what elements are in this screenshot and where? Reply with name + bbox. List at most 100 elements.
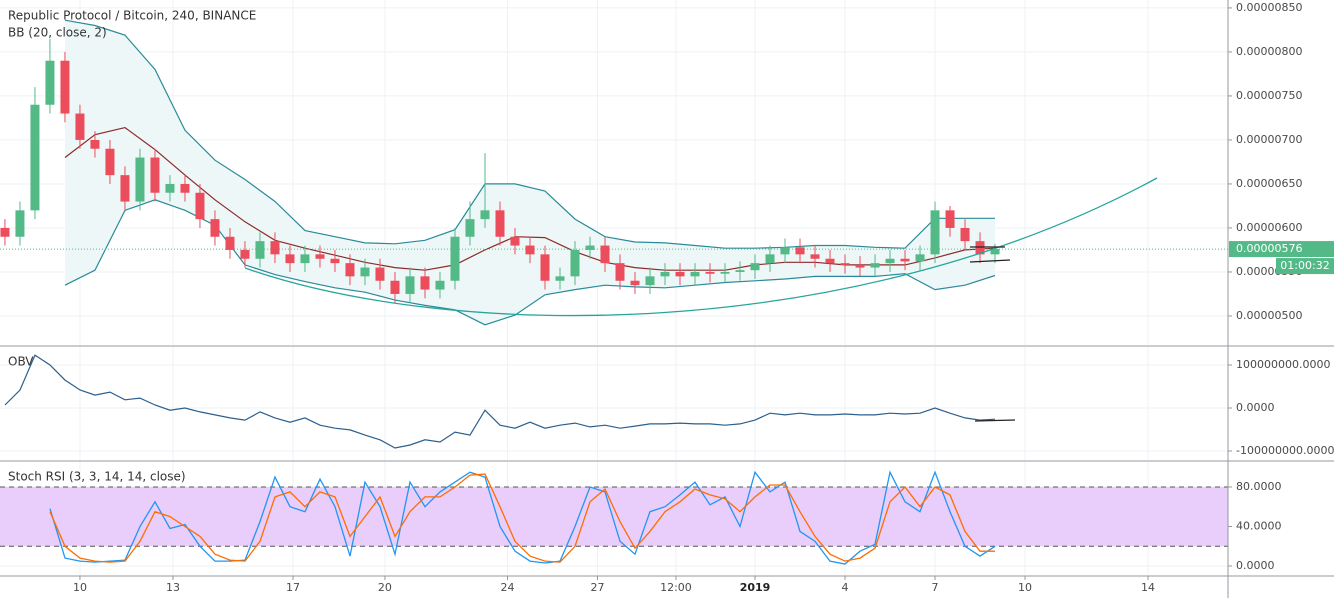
band-fill: [0, 486, 1228, 547]
candle-body: [435, 280, 445, 290]
y-tick-label: 80.0000: [1236, 480, 1282, 493]
obv-line: [4, 354, 996, 449]
candle-body: [660, 271, 670, 277]
candle-body: [795, 247, 805, 255]
candle-body: [600, 245, 610, 264]
bollinger-upper: [64, 19, 995, 249]
candle-body: [135, 157, 145, 202]
candle-body: [15, 210, 25, 237]
candle-body: [690, 271, 700, 277]
y-tick-label: 0.00000600: [1236, 221, 1302, 234]
candle-body: [60, 60, 70, 114]
candle-body: [360, 267, 370, 277]
candle-body: [75, 113, 85, 140]
y-tick-label: 0.00000850: [1236, 1, 1302, 14]
candle-body: [105, 148, 115, 176]
candle-body: [120, 175, 130, 202]
candle-body: [885, 258, 895, 264]
drawing-line: [969, 259, 1011, 263]
stoch-line: [49, 470, 996, 565]
candle-body: [525, 245, 535, 255]
y-tick-label: 0.00000750: [1236, 89, 1302, 102]
drawing-line: [974, 419, 1016, 422]
x-tick-label: 13: [166, 581, 180, 594]
candle-body: [495, 210, 505, 237]
candle-body: [300, 254, 310, 264]
candle-body: [615, 263, 625, 281]
candle-body: [375, 267, 385, 281]
candle-body: [150, 157, 160, 193]
candle-body: [555, 276, 565, 281]
candle-body: [645, 276, 655, 286]
y-tick-label: 0.0000: [1236, 401, 1275, 414]
indicator-title: BB (20, close, 2): [8, 26, 107, 40]
y-tick-label: 0.00000700: [1236, 133, 1302, 146]
candle-body: [465, 219, 475, 237]
candle-body: [825, 258, 835, 264]
candle-body: [240, 249, 250, 259]
candle-body: [705, 271, 715, 274]
candle-body: [225, 236, 235, 250]
candle-body: [840, 263, 850, 265]
stoch-line: [49, 473, 995, 563]
y-tick-label: 0.00000800: [1236, 45, 1302, 58]
chart-title: Republic Protocol / Bitcoin, 240, BINANC…: [8, 9, 256, 23]
candle-body: [510, 236, 520, 246]
candle-body: [585, 245, 595, 250]
candle-body: [255, 241, 265, 259]
y-tick-label: 0.00000500: [1236, 309, 1302, 322]
y-tick-label: 0.00000650: [1236, 177, 1302, 190]
x-tick-label: 17: [286, 581, 300, 594]
last-price-label: 0.00000576: [1236, 242, 1302, 255]
candle-body: [945, 210, 955, 228]
candle-body: [345, 263, 355, 277]
x-tick-label: 24: [500, 581, 514, 594]
x-tick-label: 14: [1141, 581, 1155, 594]
candle-body: [390, 280, 400, 294]
candle-body: [90, 139, 100, 149]
candle-body: [930, 210, 940, 255]
candle-body: [870, 263, 880, 268]
x-tick-label: 10: [1018, 581, 1032, 594]
x-tick-label: 7: [932, 581, 939, 594]
candle-body: [630, 280, 640, 286]
x-tick-label: 4: [842, 581, 849, 594]
candle-body: [855, 264, 865, 268]
indicator-title: Stoch RSI (3, 3, 14, 14, close): [8, 470, 186, 484]
last-price-box: [1229, 241, 1334, 258]
candle-body: [900, 258, 910, 262]
x-tick-label: 2019: [740, 581, 771, 594]
candle-body: [270, 241, 280, 255]
candle-body: [675, 271, 685, 277]
x-tick-label: 27: [590, 581, 604, 594]
candle-body: [315, 254, 325, 259]
y-tick-label: 0.0000: [1236, 559, 1275, 572]
cup-drawing: [244, 177, 1158, 317]
candle-body: [765, 254, 775, 264]
candle-body: [480, 210, 490, 220]
candle-body: [180, 183, 190, 193]
candle-body: [990, 249, 1000, 255]
x-tick-label: 20: [378, 581, 392, 594]
candle-body: [540, 254, 550, 281]
candle-body: [0, 227, 10, 237]
candle-body: [450, 236, 460, 281]
countdown-box: [1276, 258, 1334, 275]
candle-body: [30, 104, 40, 211]
candle-body: [735, 270, 745, 272]
candle-body: [45, 60, 55, 105]
candle-body: [960, 227, 970, 242]
candle-body: [195, 192, 205, 220]
indicator-title: OBV: [8, 355, 34, 369]
countdown-label: 01:00:32: [1280, 259, 1329, 272]
candle-body: [810, 254, 820, 259]
x-tick-label: 10: [73, 581, 87, 594]
candle-body: [420, 276, 430, 290]
candle-body: [975, 241, 985, 255]
candle-body: [720, 271, 730, 274]
candle-body: [405, 276, 415, 294]
candle-body: [285, 254, 295, 264]
candle-body: [570, 249, 580, 277]
candle-body: [165, 183, 175, 193]
